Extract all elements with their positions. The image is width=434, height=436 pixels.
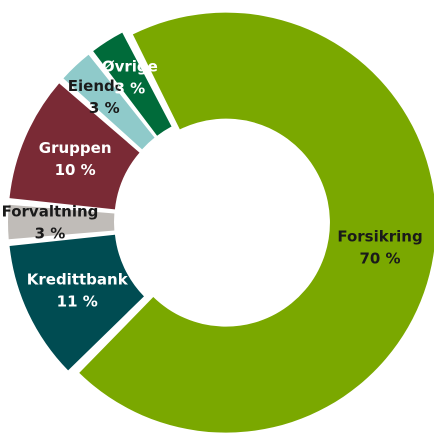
segment-label: Kredittbank bbox=[27, 271, 129, 289]
donut-segment bbox=[93, 32, 172, 136]
value-label: 11 % bbox=[57, 293, 98, 311]
value-label: 3 % bbox=[89, 99, 120, 117]
donut-segment bbox=[9, 83, 140, 210]
value-label: 10 % bbox=[55, 161, 96, 179]
donut-segment bbox=[9, 234, 144, 371]
value-label: 70 % bbox=[359, 250, 400, 268]
segment-label: Forvaltning bbox=[2, 203, 99, 221]
segment-label: Forsikring bbox=[337, 228, 422, 246]
value-label: 3 % bbox=[35, 225, 66, 243]
value-label: 3 % bbox=[114, 79, 145, 97]
segment-label: Øvrige bbox=[102, 57, 158, 75]
donut-segment bbox=[8, 204, 115, 240]
donut-segment bbox=[79, 12, 434, 433]
donut-segment bbox=[63, 54, 155, 150]
segment-label: Gruppen bbox=[39, 139, 112, 157]
